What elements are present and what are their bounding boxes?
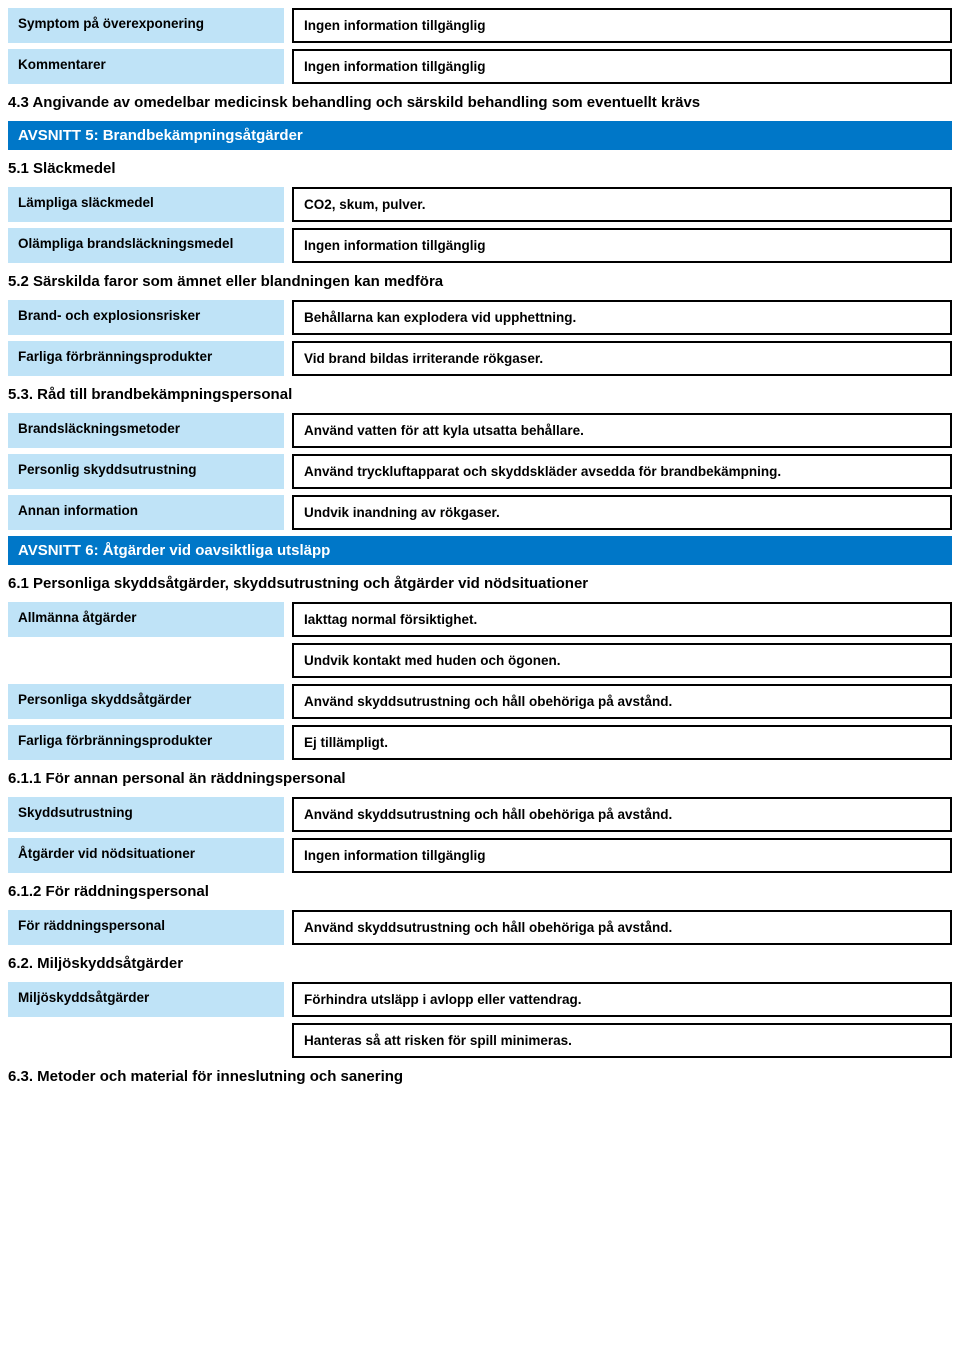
subsection-heading: 5.3. Råd till brandbekämpningspersonal: [8, 386, 952, 403]
field-label: Symptom på överexponering: [8, 8, 284, 43]
field-value: Ingen information tillgänglig: [292, 8, 952, 43]
field-label: Personlig skyddsutrustning: [8, 454, 284, 489]
field-value: Behållarna kan explodera vid upphettning…: [292, 300, 952, 335]
data-row: Skyddsutrustning Använd skyddsutrustning…: [8, 797, 952, 832]
section-header: AVSNITT 5: Brandbekämpningsåtgärder: [8, 121, 952, 150]
field-value: Använd vatten för att kyla utsatta behål…: [292, 413, 952, 448]
subsection-heading: 4.3 Angivande av omedelbar medicinsk beh…: [8, 94, 952, 111]
subsection-heading: 6.1 Personliga skyddsåtgärder, skyddsutr…: [8, 575, 952, 592]
subsection-heading: 5.2 Särskilda faror som ämnet eller blan…: [8, 273, 952, 290]
field-label: Lämpliga släckmedel: [8, 187, 284, 222]
data-row: Brandsläckningsmetoder Använd vatten för…: [8, 413, 952, 448]
subsection-heading: 6.3. Metoder och material för inneslutni…: [8, 1068, 952, 1085]
subsection-heading: 6.1.1 För annan personal än räddningsper…: [8, 770, 952, 787]
spacer: [8, 643, 284, 678]
field-value: Använd skyddsutrustning och håll obehöri…: [292, 684, 952, 719]
spacer: [8, 1023, 284, 1058]
data-row: Hanteras så att risken för spill minimer…: [8, 1023, 952, 1058]
field-value: Iakttag normal försiktighet.: [292, 602, 952, 637]
field-value: Hanteras så att risken för spill minimer…: [292, 1023, 952, 1058]
subsection-heading: 5.1 Släckmedel: [8, 160, 952, 177]
field-value: Undvik kontakt med huden och ögonen.: [292, 643, 952, 678]
field-value: CO2, skum, pulver.: [292, 187, 952, 222]
field-value: Använd skyddsutrustning och håll obehöri…: [292, 797, 952, 832]
data-row: För räddningspersonal Använd skyddsutrus…: [8, 910, 952, 945]
field-label: Kommentarer: [8, 49, 284, 84]
field-value: Vid brand bildas irriterande rökgaser.: [292, 341, 952, 376]
data-row: Allmänna åtgärder Iakttag normal försikt…: [8, 602, 952, 637]
field-label: Åtgärder vid nödsituationer: [8, 838, 284, 873]
data-row: Brand- och explosionsrisker Behållarna k…: [8, 300, 952, 335]
field-label: Brandsläckningsmetoder: [8, 413, 284, 448]
data-row: Farliga förbränningsprodukter Vid brand …: [8, 341, 952, 376]
field-value: Ingen information tillgänglig: [292, 838, 952, 873]
field-label: Miljöskyddsåtgärder: [8, 982, 284, 1017]
subsection-heading: 6.2. Miljöskyddsåtgärder: [8, 955, 952, 972]
data-row: Kommentarer Ingen information tillgängli…: [8, 49, 952, 84]
field-label: Farliga förbränningsprodukter: [8, 341, 284, 376]
data-row: Lämpliga släckmedel CO2, skum, pulver.: [8, 187, 952, 222]
data-row: Undvik kontakt med huden och ögonen.: [8, 643, 952, 678]
data-row: Olämpliga brandsläckningsmedel Ingen inf…: [8, 228, 952, 263]
field-value: Ej tillämpligt.: [292, 725, 952, 760]
field-label: Brand- och explosionsrisker: [8, 300, 284, 335]
data-row: Farliga förbränningsprodukter Ej tillämp…: [8, 725, 952, 760]
field-label: För räddningspersonal: [8, 910, 284, 945]
data-row: Annan information Undvik inandning av rö…: [8, 495, 952, 530]
data-row: Personlig skyddsutrustning Använd tryckl…: [8, 454, 952, 489]
field-value: Ingen information tillgänglig: [292, 228, 952, 263]
field-label: Skyddsutrustning: [8, 797, 284, 832]
data-row: Symptom på överexponering Ingen informat…: [8, 8, 952, 43]
field-value: Använd tryckluftapparat och skyddskläder…: [292, 454, 952, 489]
data-row: Åtgärder vid nödsituationer Ingen inform…: [8, 838, 952, 873]
data-row: Personliga skyddsåtgärder Använd skyddsu…: [8, 684, 952, 719]
field-value: Undvik inandning av rökgaser.: [292, 495, 952, 530]
data-row: Miljöskyddsåtgärder Förhindra utsläpp i …: [8, 982, 952, 1017]
field-value: Ingen information tillgänglig: [292, 49, 952, 84]
field-label: Farliga förbränningsprodukter: [8, 725, 284, 760]
subsection-heading: 6.1.2 För räddningspersonal: [8, 883, 952, 900]
field-label: Annan information: [8, 495, 284, 530]
field-label: Olämpliga brandsläckningsmedel: [8, 228, 284, 263]
field-value: Använd skyddsutrustning och håll obehöri…: [292, 910, 952, 945]
field-value: Förhindra utsläpp i avlopp eller vattend…: [292, 982, 952, 1017]
field-label: Personliga skyddsåtgärder: [8, 684, 284, 719]
field-label: Allmänna åtgärder: [8, 602, 284, 637]
section-header: AVSNITT 6: Åtgärder vid oavsiktliga utsl…: [8, 536, 952, 565]
